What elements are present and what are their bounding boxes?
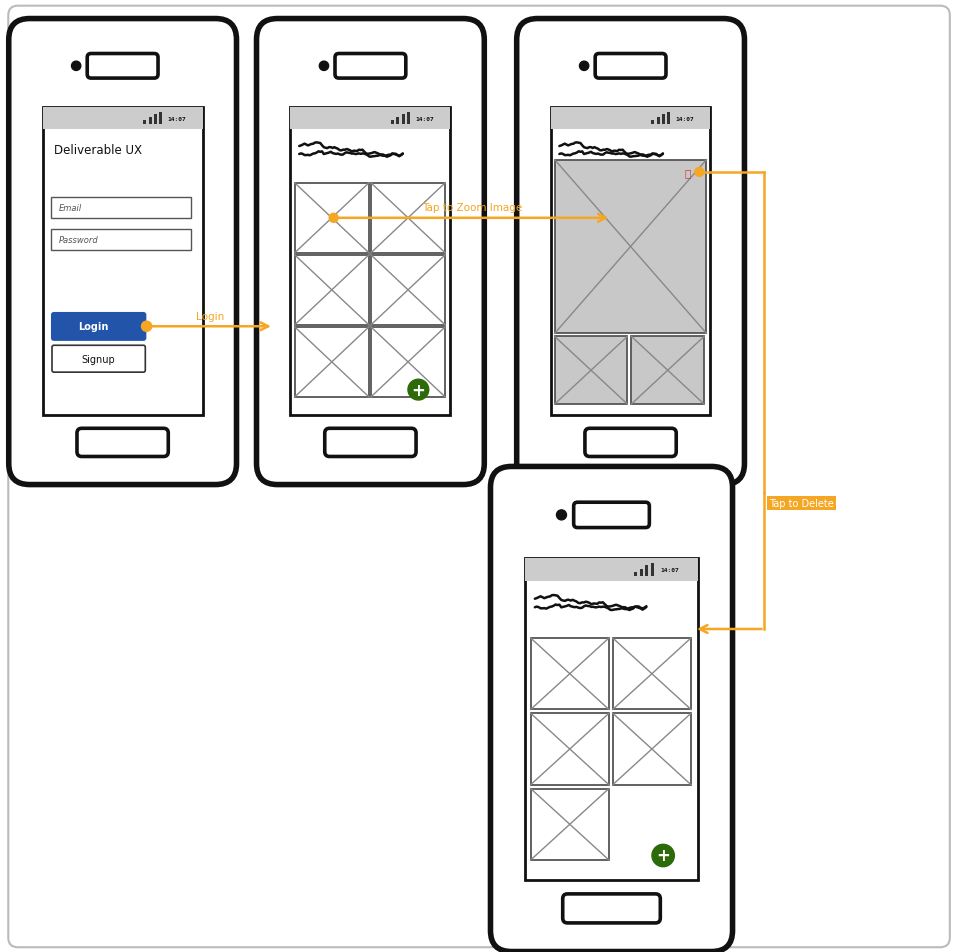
Bar: [531, 638, 609, 709]
Bar: [372, 256, 445, 326]
FancyBboxPatch shape: [491, 467, 732, 952]
Circle shape: [329, 214, 338, 223]
Bar: [551, 109, 710, 415]
Bar: [149, 118, 152, 125]
Circle shape: [141, 322, 152, 332]
FancyBboxPatch shape: [256, 20, 484, 486]
FancyBboxPatch shape: [516, 20, 744, 486]
Bar: [551, 109, 710, 130]
FancyBboxPatch shape: [9, 7, 949, 947]
Bar: [661, 115, 664, 125]
Bar: [295, 256, 369, 326]
Circle shape: [408, 380, 429, 401]
Bar: [525, 559, 698, 880]
Text: Email: Email: [59, 204, 82, 213]
Bar: [401, 115, 404, 125]
Circle shape: [72, 62, 81, 71]
FancyBboxPatch shape: [574, 503, 649, 528]
Bar: [634, 572, 637, 576]
Text: 14:07: 14:07: [676, 117, 694, 122]
Text: Password: Password: [59, 236, 99, 245]
Bar: [51, 230, 191, 251]
Bar: [645, 565, 648, 576]
Bar: [531, 788, 609, 860]
Bar: [159, 112, 162, 125]
Bar: [531, 713, 609, 784]
FancyBboxPatch shape: [52, 346, 145, 373]
Bar: [291, 109, 450, 130]
Text: Deliverable UX: Deliverable UX: [54, 144, 142, 157]
Text: 14:07: 14:07: [168, 117, 186, 122]
Bar: [372, 327, 445, 397]
Circle shape: [580, 62, 588, 71]
Bar: [42, 109, 203, 415]
Text: 14:07: 14:07: [660, 567, 680, 573]
FancyBboxPatch shape: [324, 428, 416, 457]
Circle shape: [652, 844, 674, 866]
Bar: [639, 569, 642, 576]
Circle shape: [320, 62, 328, 71]
FancyBboxPatch shape: [87, 54, 158, 79]
Text: Tap to Zoom Image: Tap to Zoom Image: [422, 203, 522, 213]
Text: Login: Login: [196, 311, 225, 322]
Text: +: +: [657, 846, 670, 864]
Circle shape: [557, 510, 566, 521]
Bar: [295, 184, 369, 253]
Bar: [372, 184, 445, 253]
Bar: [154, 115, 156, 125]
Bar: [407, 112, 410, 125]
Text: Login: Login: [78, 322, 108, 332]
Bar: [143, 121, 146, 125]
Bar: [42, 109, 203, 130]
FancyBboxPatch shape: [335, 54, 406, 79]
FancyBboxPatch shape: [563, 894, 660, 922]
Bar: [555, 161, 707, 334]
FancyBboxPatch shape: [9, 20, 236, 486]
Bar: [667, 112, 670, 125]
FancyBboxPatch shape: [585, 428, 676, 457]
Bar: [295, 327, 369, 397]
Bar: [525, 559, 698, 582]
Bar: [396, 118, 399, 125]
Circle shape: [695, 169, 704, 177]
FancyBboxPatch shape: [77, 428, 168, 457]
Bar: [51, 198, 191, 219]
Bar: [651, 564, 654, 576]
FancyBboxPatch shape: [52, 313, 145, 341]
Text: 14:07: 14:07: [416, 117, 434, 122]
Bar: [657, 118, 660, 125]
Text: 🗑: 🗑: [685, 168, 691, 178]
Text: +: +: [412, 381, 425, 399]
Bar: [632, 337, 704, 405]
Bar: [391, 121, 394, 125]
Text: Tap to Delete: Tap to Delete: [769, 499, 834, 508]
Bar: [291, 109, 450, 415]
FancyBboxPatch shape: [595, 54, 666, 79]
Bar: [612, 713, 691, 784]
Bar: [651, 121, 654, 125]
Bar: [555, 337, 628, 405]
Text: Signup: Signup: [82, 354, 115, 365]
Bar: [612, 638, 691, 709]
